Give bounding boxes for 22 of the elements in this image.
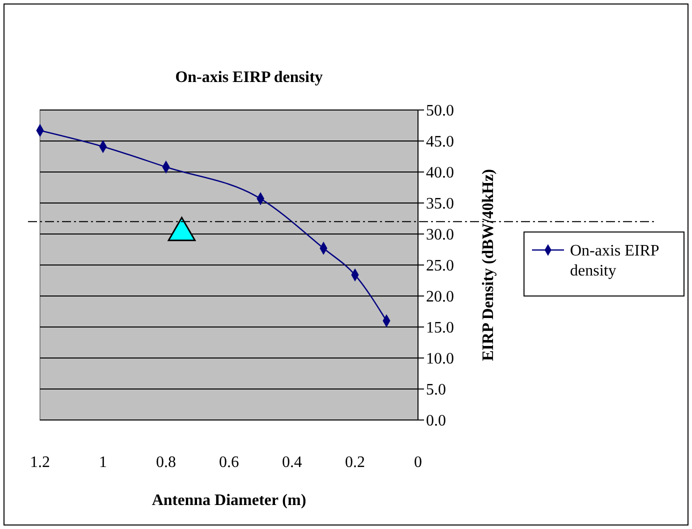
- y-tick-label: 5.0: [426, 382, 446, 399]
- y-axis-title: EIRP Density (dBW/40kHz): [480, 168, 497, 362]
- x-tick-label: 0.6: [219, 454, 239, 471]
- y-tick-label: 45.0: [426, 134, 454, 151]
- legend-label: On-axis EIRP density: [570, 242, 660, 280]
- y-tick-label: 10.0: [426, 350, 454, 368]
- x-tick-label: 0.8: [156, 454, 176, 471]
- x-axis-title: Antenna Diameter (m): [152, 492, 306, 509]
- x-tick-label: 0: [414, 454, 422, 471]
- chart-title: On-axis EIRP density: [175, 69, 323, 86]
- x-tick-label: 0.2: [345, 454, 365, 471]
- y-tick-label: 40.0: [426, 164, 454, 182]
- x-tick-label: 1: [99, 454, 107, 471]
- y-tick-label: 35.0: [426, 196, 454, 213]
- y-tick-label: 15.0: [426, 320, 454, 337]
- y-tick-label: 30.0: [426, 226, 454, 244]
- y-tick-label: 0.0: [426, 412, 446, 430]
- y-tick-label: 25.0: [426, 258, 454, 275]
- y-tick-label: 20.0: [426, 288, 454, 306]
- y-tick-label: 50.0: [426, 102, 454, 120]
- x-tick-label: 1.2: [30, 454, 50, 471]
- x-tick-label: 0.4: [282, 454, 302, 471]
